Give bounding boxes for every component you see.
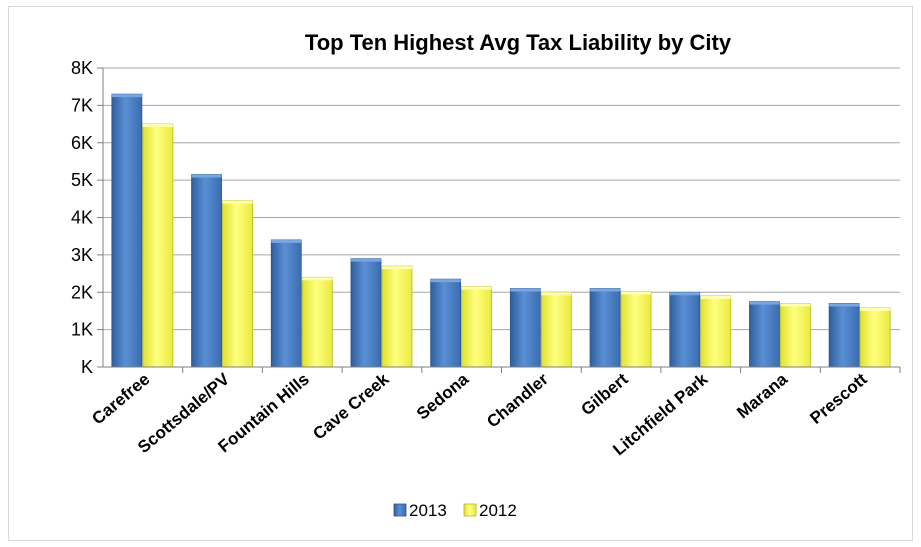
bar-top-highlight	[669, 292, 700, 296]
bars	[111, 93, 891, 368]
bar-top-highlight	[590, 288, 621, 292]
x-tick-label: Prescott	[806, 369, 871, 427]
bar-2013-6	[509, 288, 541, 368]
bar-2013-5	[430, 278, 462, 368]
bar-2013-2	[191, 174, 222, 368]
bar-top-highlight	[381, 266, 412, 270]
bar-top-highlight	[829, 303, 860, 307]
y-tick-label: 2K	[71, 282, 93, 302]
bar-top-highlight	[430, 279, 461, 283]
y-axis-ticks: K 1K 2K 3K 4K 5K 6K 7K 8K	[71, 58, 103, 377]
bar-top-highlight	[302, 277, 333, 281]
x-tick-label: Gilbert	[577, 369, 631, 419]
legend-label: 2013	[409, 501, 447, 520]
y-tick-label: 4K	[71, 208, 93, 228]
bar-top-highlight	[780, 303, 811, 307]
y-tick-label: 6K	[71, 133, 93, 153]
bar-top-highlight	[191, 174, 222, 178]
x-tick-label: Marana	[733, 369, 791, 422]
x-tick-label: Cave Creek	[309, 369, 393, 443]
bar-2013-10	[828, 303, 860, 368]
bar-2012-4	[381, 265, 413, 368]
bar-top-highlight	[700, 295, 731, 299]
bar-2013-7	[589, 288, 621, 368]
bar-top-highlight	[860, 307, 891, 311]
bar-2012-10	[859, 307, 891, 368]
legend-swatch-2013	[393, 503, 407, 517]
x-tick-label: Sedona	[413, 369, 473, 423]
bar-2012-8	[700, 295, 732, 368]
y-tick-label: 3K	[71, 245, 93, 265]
bar-top-highlight	[222, 200, 253, 204]
y-tick-label: 1K	[71, 320, 93, 340]
bar-top-highlight	[350, 258, 381, 262]
bar-2013-8	[669, 291, 701, 368]
y-tick-label: 5K	[71, 170, 93, 190]
legend-label: 2012	[479, 501, 517, 520]
bar-top-highlight	[271, 239, 302, 243]
bar-top-highlight	[621, 291, 652, 295]
chart-title: Top Ten Highest Avg Tax Liability by Cit…	[305, 30, 732, 55]
bar-2012-6	[540, 291, 572, 368]
bar-top-highlight	[510, 288, 541, 292]
y-tick-label: 8K	[71, 58, 93, 78]
y-tick-label: 7K	[71, 95, 93, 115]
bar-top-highlight	[111, 94, 142, 98]
y-tick-label: K	[81, 357, 93, 377]
legend: 2013 2012	[393, 501, 517, 520]
bar-2012-7	[620, 291, 652, 368]
bar-2012-5	[461, 286, 493, 368]
bar-top-highlight	[142, 124, 173, 128]
bar-2013-9	[749, 301, 780, 368]
bar-2012-1	[142, 123, 174, 368]
legend-swatch-2012	[463, 503, 477, 517]
bar-2013-4	[350, 258, 382, 368]
bar-2012-2	[222, 200, 253, 368]
bar-top-highlight	[461, 286, 492, 290]
bar-2013-1	[111, 93, 143, 368]
bar-2013-3	[270, 239, 302, 368]
x-tick-label: Chandler	[483, 369, 552, 431]
bar-top-highlight	[749, 301, 780, 305]
bar-2012-3	[301, 276, 333, 368]
bar-2012-9	[780, 303, 811, 368]
x-tick-label: Carefree	[88, 370, 153, 429]
bar-top-highlight	[541, 292, 572, 296]
